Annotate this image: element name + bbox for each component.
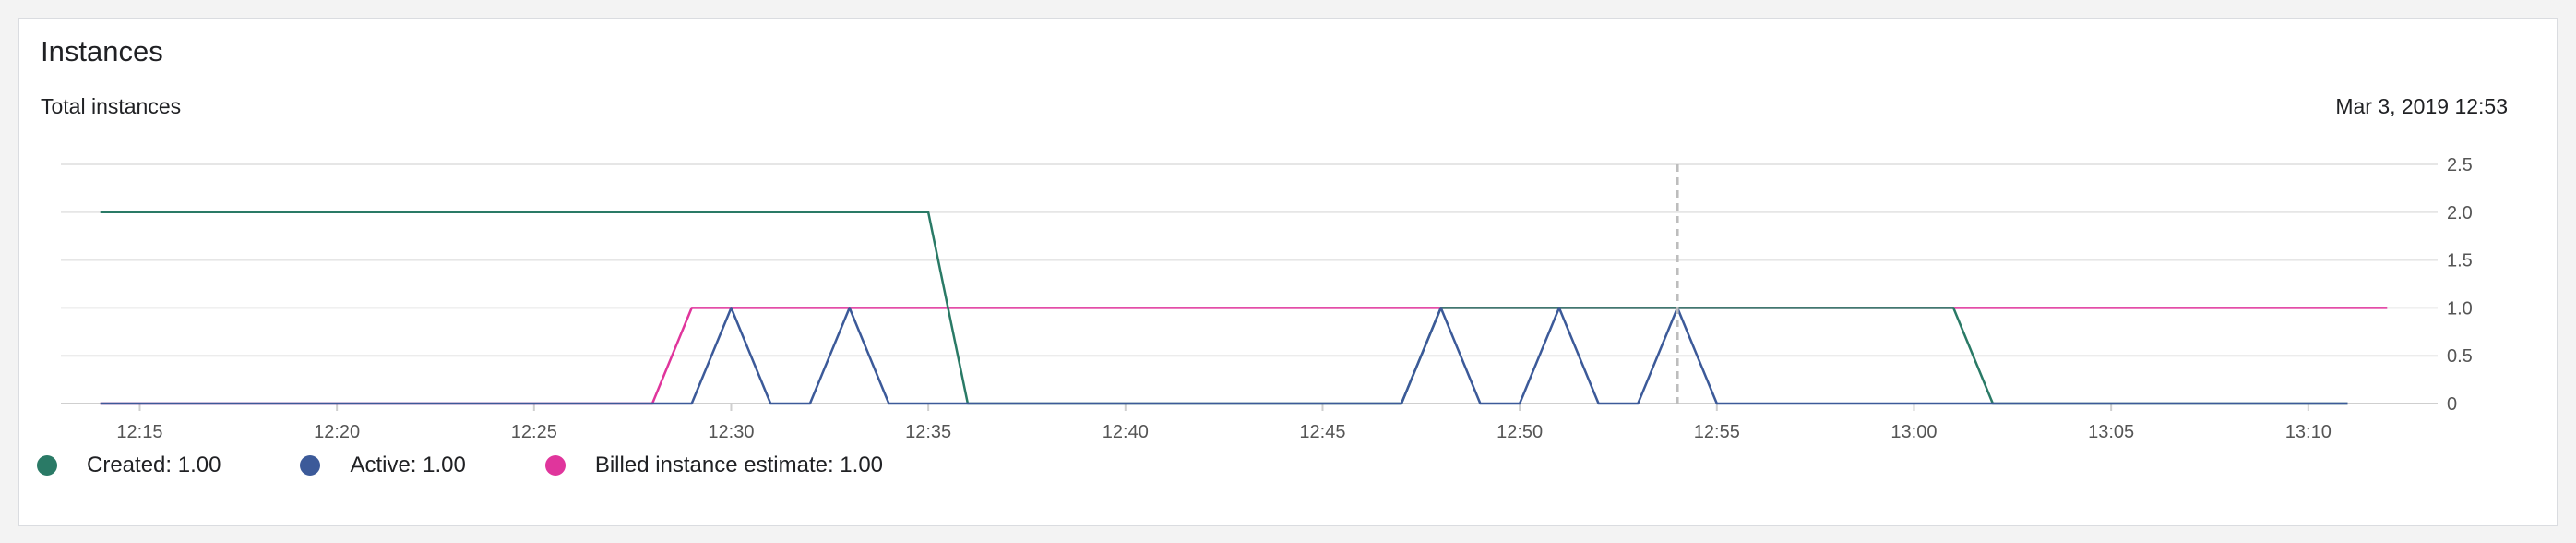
y-axis: 0 0.5 1.0 1.5 2.0 2.5 [2447,155,2473,415]
x-tick-label: 12:35 [905,422,951,442]
legend-dot-billed [544,455,566,476]
grid-lines [61,163,2438,404]
x-tick-label: 13:10 [2285,422,2332,442]
legend-label-billed: Billed instance estimate: 1.00 [594,452,884,477]
y-tick-label: 0.5 [2447,346,2473,367]
y-tick-label: 0 [2447,394,2457,415]
x-tick-label: 13:00 [1890,422,1937,442]
chart-legend: Created: 1.00 Active: 1.00 Billed instan… [37,452,962,478]
x-tick-label: 12:50 [1497,422,1543,442]
x-axis: 12:15 12:20 12:25 12:30 12:35 12:40 12:45 12:50… [116,404,2332,442]
x-tick-label: 12:25 [511,422,557,442]
series-lines [100,211,2388,405]
x-tick-label: 12:30 [708,422,754,442]
instances-card [18,18,2558,526]
y-tick-label: 2.5 [2447,155,2473,175]
x-tick-label: 12:15 [116,422,162,442]
legend-label-created: Created: 1.00 [87,452,221,477]
x-tick-label: 13:05 [2088,422,2134,442]
x-tick-label: 12:20 [314,422,360,442]
cursor-timestamp: Mar 3, 2019 12:53 [2335,94,2508,118]
legend-item-active[interactable]: Active: 1.00 [300,452,466,478]
x-tick-label: 12:55 [1694,422,1740,442]
chart-subtitle: Total instances [41,94,182,118]
legend-dot-active [300,455,321,476]
y-tick-label: 1.5 [2447,251,2473,272]
card-title: Instances [41,35,163,67]
y-tick-label: 1.0 [2447,298,2473,319]
legend-label-active: Active: 1.00 [350,452,466,477]
legend-item-billed[interactable]: Billed instance estimate: 1.00 [544,452,884,478]
legend-item-created[interactable]: Created: 1.00 [37,452,221,478]
x-tick-label: 12:45 [1299,422,1345,442]
legend-dot-created [37,455,57,476]
series-line-active [100,307,2348,405]
y-tick-label: 2.0 [2447,203,2473,223]
x-tick-label: 12:40 [1103,422,1149,442]
